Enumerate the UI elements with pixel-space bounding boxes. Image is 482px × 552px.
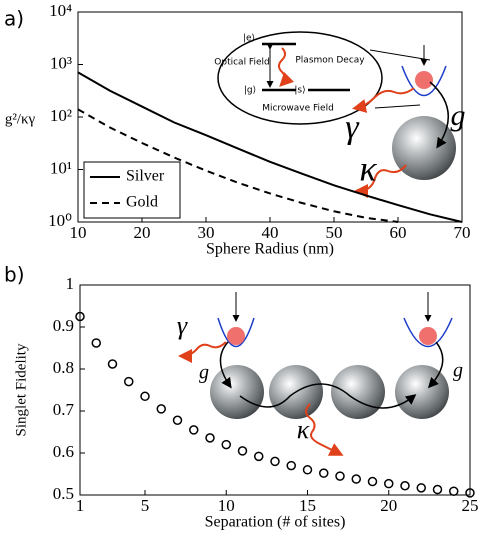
annotation: γ	[345, 109, 360, 146]
point	[107, 359, 118, 369]
point	[302, 465, 313, 475]
panel-label: a)	[4, 7, 24, 31]
inset-b	[178, 292, 453, 456]
y-tick-label: 10⁰	[48, 211, 72, 230]
annotation: κ	[359, 148, 377, 188]
y-tick-label: 0.7	[53, 400, 75, 419]
annotation: |s⟩	[294, 86, 305, 96]
point	[465, 488, 475, 498]
point	[237, 446, 248, 456]
panel-label: b)	[4, 263, 25, 287]
x-tick-label: 15	[299, 496, 316, 515]
x-tick-label: 20	[134, 223, 151, 242]
point	[75, 311, 85, 322]
legend-label: Gold	[126, 194, 158, 211]
point	[449, 486, 459, 496]
point	[140, 391, 150, 402]
annotation: g	[451, 99, 466, 132]
inset-a	[217, 31, 456, 198]
y-tick-label: 10³	[50, 53, 72, 72]
x-tick-label: 10	[218, 496, 235, 515]
annotation: |g⟩	[244, 86, 256, 96]
point	[124, 376, 134, 387]
x-tick-label: 30	[198, 223, 215, 242]
point	[319, 468, 329, 478]
annotation: g	[199, 362, 209, 384]
point	[156, 404, 166, 414]
point	[91, 338, 101, 348]
x-tick-label: 40	[262, 223, 279, 242]
point	[416, 483, 426, 493]
x-tick-label: 60	[390, 223, 407, 242]
x-tick-label: 70	[454, 223, 471, 242]
x-axis-label: Separation (# of sites)	[205, 514, 346, 531]
point	[351, 474, 361, 484]
y-axis-label: g²/κγ	[5, 111, 36, 127]
point	[205, 433, 215, 443]
line-series	[77, 108, 399, 223]
point	[432, 484, 443, 495]
annotation: g	[453, 360, 463, 382]
x-tick-label: 1	[76, 496, 85, 515]
point	[254, 451, 264, 462]
legend-label: Silver	[126, 168, 165, 185]
point	[384, 478, 394, 489]
annotation: Microwave Field	[262, 104, 334, 114]
annotation: Plasmon Decay	[295, 56, 365, 66]
point	[335, 471, 345, 481]
point	[172, 415, 183, 425]
y-tick-label: 10⁴	[49, 1, 72, 20]
x-tick-label: 25	[462, 496, 479, 515]
annotation: Optical Field	[214, 58, 269, 68]
plot-frame	[79, 284, 471, 496]
x-tick-label: 5	[141, 496, 150, 515]
point	[221, 439, 231, 450]
point	[286, 460, 296, 471]
y-axis-label: Singlet Fidelity	[13, 343, 29, 436]
point	[189, 425, 199, 435]
x-tick-label: 10	[70, 223, 87, 242]
point	[367, 476, 378, 487]
x-tick-label: 20	[380, 496, 397, 515]
x-tick-label: 50	[326, 223, 343, 242]
y-tick-label: 0.6	[53, 442, 74, 461]
point	[400, 481, 410, 491]
y-tick-label: 0.5	[53, 484, 74, 503]
point	[270, 456, 280, 467]
annotation: |e⟩	[243, 34, 255, 44]
y-tick-label: 0.8	[53, 358, 74, 377]
y-tick-label: 1	[66, 274, 75, 293]
y-tick-label: 10²	[50, 106, 72, 125]
y-tick-label: 10¹	[50, 158, 72, 177]
annotation: κ	[297, 415, 310, 444]
annotation: γ	[177, 311, 188, 340]
legend-box	[83, 161, 181, 219]
x-axis-label: Sphere Radius (nm)	[206, 241, 334, 258]
line-series	[77, 71, 463, 223]
y-tick-label: 0.9	[53, 316, 74, 335]
